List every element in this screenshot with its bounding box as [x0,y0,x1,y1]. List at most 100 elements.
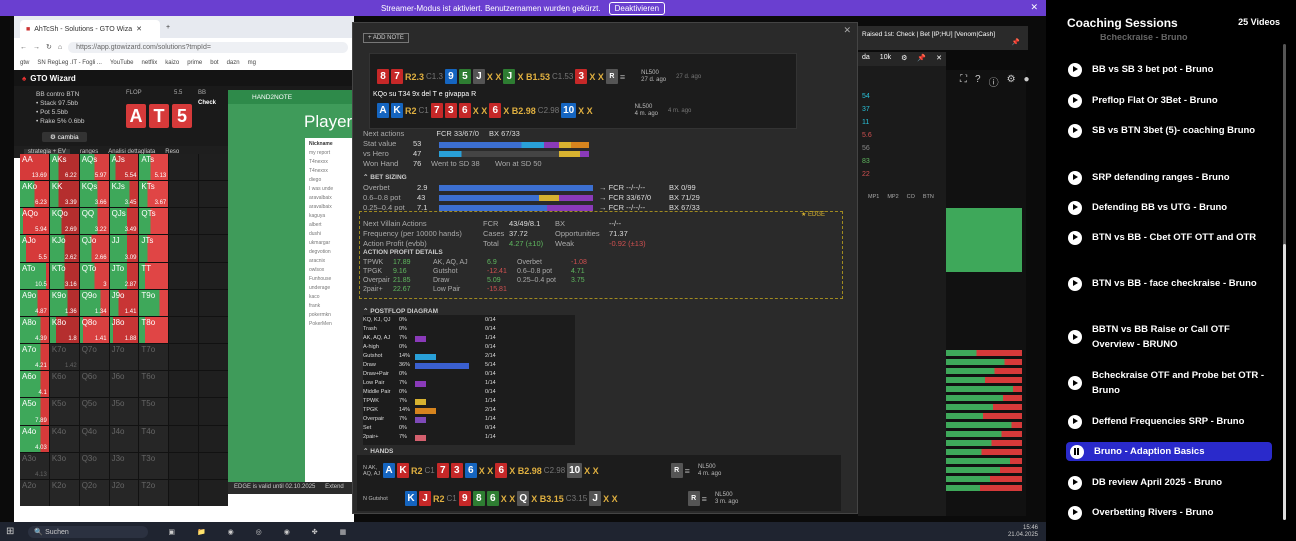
range-cell[interactable] [169,262,199,289]
range-cell[interactable]: Q5o [79,398,109,425]
range-cell[interactable]: AJo 5.5 [20,235,49,262]
close-icon[interactable]: ✕ [136,26,143,33]
range-cell[interactable]: K3o [49,452,79,479]
player-name[interactable]: kaco [309,294,320,300]
range-cell[interactable] [199,235,228,262]
range-cell[interactable]: QTs [139,208,169,235]
video-item[interactable]: BTN vs BB - Cbet OTF OTT and OTR [1068,230,1272,245]
video-item[interactable]: Deffend Frequencies SRP - Bruno [1068,414,1272,429]
player-name[interactable]: my report [309,150,331,156]
range-cell[interactable] [199,452,228,479]
player-name[interactable]: kaguya [309,213,326,219]
video-item[interactable]: BBTN vs BB Raise or Call OTF Overview - … [1068,322,1272,352]
range-cell[interactable]: Q8o 1.41 [79,316,109,344]
tab-report[interactable]: Reso [165,149,180,155]
range-cell[interactable]: T9o [139,289,169,316]
tab-strategy[interactable]: strategia + EV [24,149,70,155]
range-cell[interactable] [169,181,199,208]
replay-button[interactable]: R [687,491,700,506]
range-cell[interactable] [199,154,228,181]
video-item[interactable]: BTN vs BB - face checkraise - Bruno [1068,276,1272,291]
range-cell[interactable]: T3o [139,452,169,479]
range-cell[interactable]: T7o [139,344,169,371]
range-cell[interactable]: A5o 7.89 [20,398,49,425]
bookmark[interactable]: gtw [20,60,30,66]
range-cell[interactable]: J5o [109,398,139,425]
range-cell[interactable] [199,262,228,289]
search-box[interactable]: 🔍 Suchen [28,525,149,538]
range-cell[interactable] [199,208,228,235]
taskbar-apps[interactable]: ▣ 📁 ◉ ◎ ◉ ✤ ▦ [168,528,357,536]
range-cell[interactable]: J6o [109,371,139,398]
range-cell[interactable] [169,398,199,425]
help-icon[interactable]: ? [975,74,981,85]
range-cell[interactable]: KTs 3.67 [139,181,169,208]
range-cell[interactable]: A3o 4.13 [20,452,49,479]
player-name[interactable]: I was unde [309,186,334,192]
range-cell[interactable]: AKo 6.23 [20,181,49,208]
range-cell[interactable]: QQ 3.22 [79,208,109,235]
range-cell[interactable]: KJo 2.62 [49,235,79,262]
scroll-thumb[interactable] [1283,244,1286,520]
replay-button[interactable]: R [605,69,618,84]
range-cell[interactable] [169,452,199,479]
play-icon[interactable] [1068,93,1082,108]
notes-icon[interactable]: ≡ [619,71,626,82]
range-cell[interactable] [199,371,228,398]
range-cell[interactable]: ATs 5.13 [139,154,169,181]
range-cell[interactable] [169,235,199,262]
range-cell[interactable] [199,425,228,452]
range-cell[interactable]: QTo 3 [79,262,109,289]
play-icon[interactable] [1068,330,1082,344]
range-cell[interactable]: KQo 2.69 [49,208,79,235]
info-icon[interactable]: ⓘ [988,78,999,89]
video-item[interactable]: DB review April 2025 - Bruno [1068,475,1272,490]
bookmark[interactable]: prime [187,60,203,66]
player-name[interactable]: T4nexxx [309,159,328,165]
range-cell[interactable]: J4o [109,425,139,452]
range-cell[interactable] [169,479,199,506]
player-name[interactable]: aravalbaix [309,195,332,201]
range-cell[interactable]: T2o [139,479,169,506]
play-icon[interactable] [1068,276,1082,291]
browser-tab[interactable]: ■ AhTcSh - Solutions - GTO Wiza ✕ [20,20,160,38]
range-cell[interactable]: J9o 1.41 [109,289,139,316]
range-cell[interactable]: TT [139,262,169,289]
range-cell[interactable]: QJs 3.49 [109,208,139,235]
bookmark[interactable]: bot [210,60,219,66]
notes-icon[interactable]: ≡ [684,465,690,476]
range-cell[interactable]: Q7o [79,344,109,371]
player-name[interactable]: frank [309,303,321,309]
replay-button[interactable]: R [670,463,683,478]
new-tab-icon[interactable]: + [166,23,171,31]
bookmark[interactable]: netflix [141,60,158,66]
range-cell[interactable]: K7o 1.42 [49,344,79,371]
range-cell[interactable]: Q2o [79,479,109,506]
range-cell[interactable]: A4o 4.03 [20,425,49,452]
range-cell[interactable]: T4o [139,425,169,452]
range-cell[interactable]: KQs 3.66 [79,181,109,208]
scrollbar[interactable] [1283,44,1286,520]
video-item[interactable]: SRP defending ranges - Bruno [1068,170,1272,185]
video-item[interactable]: Overbetting Rivers - Bruno [1068,505,1272,520]
range-cell[interactable]: K4o [49,425,79,452]
change-button[interactable]: ⚙ cambia [42,132,87,142]
range-cell[interactable]: Q4o [79,425,109,452]
video-item[interactable]: SB vs BTN 3bet (5)- coaching Bruno [1068,123,1272,138]
notes-icon[interactable]: ≡ [701,493,707,504]
play-icon[interactable] [1068,505,1082,520]
player-name[interactable]: diego [309,177,322,183]
range-cell[interactable]: Q6o [79,371,109,398]
range-cell[interactable]: T8o [139,316,169,344]
range-cell[interactable]: AJs 5.54 [109,154,139,181]
range-cell[interactable]: KJs 3.45 [109,181,139,208]
close-icon[interactable]: ✕ [1030,2,1038,12]
range-cell[interactable]: Q9o 1.34 [79,289,109,316]
play-icon[interactable] [1068,200,1082,215]
range-cell[interactable] [169,344,199,371]
play-icon[interactable] [1068,170,1082,185]
range-cell[interactable]: J7o [109,344,139,371]
range-cell[interactable]: A6o 4.1 [20,371,49,398]
home-icon[interactable]: ⌂ [57,43,63,51]
range-cell[interactable]: JJ 3.09 [109,235,139,262]
